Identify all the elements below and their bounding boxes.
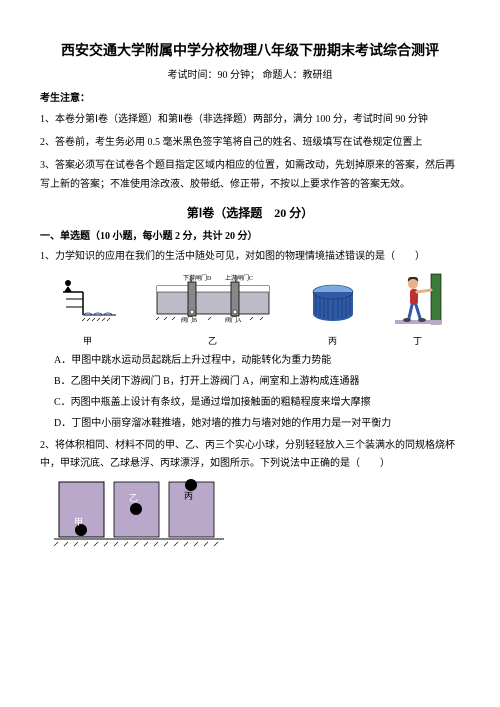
q1-label-d: 丁 (393, 334, 443, 347)
q2-figure: 甲 乙 丙 (54, 477, 460, 552)
q1-fig-d: 丁 (393, 272, 443, 347)
q1-opt-d: D．丁图中小丽穿溜冰鞋推墙，她对墙的推力与墙对她的作用力是一对平衡力 (54, 414, 460, 433)
diver-icon (58, 277, 118, 327)
svg-text:阀门B: 阀门B (181, 316, 197, 324)
lock-gate-icon: 下游闸门D 上游闸门C 闸室 阀门B 阀门A (153, 272, 273, 327)
q1-opt-b: B．乙图中关闭下游阀门 B，打开上游阀门 A，闸室和上游构成连通器 (54, 372, 460, 391)
notice-heading: 考生注意： (40, 89, 460, 104)
q1-fig-c: 丙 (308, 277, 358, 347)
page-title: 西安交通大学附属中学分校物理八年级下册期末考试综合测评 (40, 40, 460, 60)
page-subtitle: 考试时间：90 分钟； 命题人：教研组 (40, 66, 460, 81)
notice-1: 1、本卷分第Ⅰ卷（选择题）和第Ⅱ卷（非选择题）两部分，满分 100 分，考试时间… (40, 110, 460, 129)
q1-label-b: 乙 (153, 334, 273, 347)
svg-text:阀门A: 阀门A (225, 316, 242, 324)
q2-stem: 2、将体积相同、材料不同的甲、乙、丙三个实心小球，分别轻轻放入三个装满水的同规格… (40, 437, 460, 473)
q1-fig-a: 甲 (58, 277, 118, 347)
svg-text:上游闸门C: 上游闸门C (225, 274, 253, 282)
bottle-cap-icon (308, 277, 358, 327)
q1-label-c: 丙 (308, 334, 358, 347)
q1-figures: 甲 下游闸门D 上游闸门C 闸室 阀门B 阀门A (40, 272, 460, 347)
beakers-icon: 甲 乙 丙 (54, 477, 224, 547)
svg-text:甲: 甲 (74, 517, 83, 527)
section1-head: 第Ⅰ卷（选择题 20 分） (40, 204, 460, 221)
q1-fig-b: 下游闸门D 上游闸门C 闸室 阀门B 阀门A (153, 272, 273, 347)
svg-text:下游闸门D: 下游闸门D (183, 274, 212, 282)
q1-opt-a: A．甲图中跳水运动员起跳后上升过程中，动能转化为重力势能 (54, 351, 460, 370)
q1-opt-c: C．丙图中瓶盖上设计有条纹，是通过增加接触面的粗糙程度来增大摩擦 (54, 393, 460, 412)
svg-text:丙: 丙 (184, 491, 193, 501)
notice-3: 3、答案必须写在试卷各个题目指定区域内相应的位置，如需改动，先划掉原来的答案，然… (40, 156, 460, 194)
q1-label-a: 甲 (58, 334, 118, 347)
section1-sub: 一、单选题（10 小题，每小题 2 分，共计 20 分） (40, 227, 460, 242)
notice-2: 2、答卷前，考生务必用 0.5 毫米黑色签字笔将自己的姓名、班级填写在试卷规定位… (40, 133, 460, 152)
q1-stem: 1、力学知识的应用在我们的生活中随处可见，对如图的物理情境描述错误的是（ ） (40, 248, 460, 266)
girl-push-wall-icon (393, 272, 443, 327)
svg-text:乙: 乙 (129, 493, 138, 503)
